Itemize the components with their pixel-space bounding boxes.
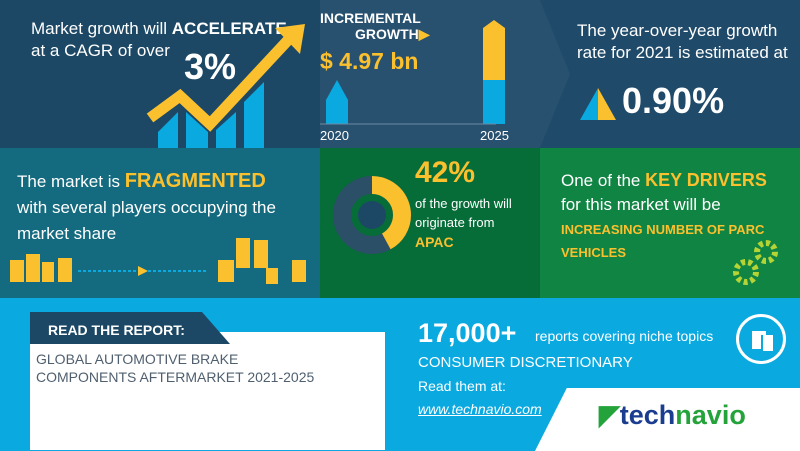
yoy-text: The year-over-year growth rate for 2021 … [577,21,788,62]
read-report-label: READ THE REPORT: [30,312,230,344]
logo-area: ◤technavio [535,388,800,451]
cagr-text: Market growth will ACCELERATE at a CAGR o… [31,19,287,60]
report-panel: GLOBAL AUTOMOTIVE BRAKE COMPONENTS AFTERM… [0,298,800,451]
report-title: GLOBAL AUTOMOTIVE BRAKE COMPONENTS AFTERM… [36,351,315,385]
bar-increment [483,20,505,80]
triangle-icon [580,88,616,120]
region-value: 42% [415,156,476,189]
chevron-divider [540,0,570,148]
drivers-panel: One of the KEY DRIVERS for this market wi… [540,148,800,298]
report-card: GLOBAL AUTOMOTIVE BRAKE COMPONENTS AFTERM… [30,332,385,450]
market-text: The market is FRAGMENTED with several pla… [17,170,276,243]
shopping-bag-icon [736,314,786,364]
incremental-title: INCREMENTAL GROWTH▶ [320,10,430,42]
drivers-text: One of the KEY DRIVERS for this market wi… [561,170,767,214]
read-at: Read them at: [418,378,506,394]
gears-icon [733,240,778,285]
report-count: 17,000+ [418,318,517,348]
year-2020: 2020 [320,128,349,143]
driver-name: INCREASING NUMBER OF PARC VEHICLES [561,222,765,260]
yoy-value: 0.90% [622,80,725,121]
growth-chart-icon [146,24,305,148]
yoy-panel: The year-over-year growth rate for 2021 … [540,0,800,148]
report-count-text: reports covering niche topics [535,328,714,344]
technavio-logo: ◤technavio [599,400,746,430]
buildings-icon [10,238,306,284]
donut-apac-share [333,176,411,254]
region-text: of the growth will originate from [415,196,512,230]
category: CONSUMER DISCRETIONARY [418,354,633,371]
incremental-panel: INCREMENTAL GROWTH▶ $ 4.97 bn 2020 2025 [320,0,540,148]
donut-chart [333,176,411,254]
bar-2025 [483,80,505,124]
cagr-value: 3% [184,46,237,87]
year-2025: 2025 [480,128,509,143]
cagr-panel: Market growth will ACCELERATE at a CAGR o… [0,0,320,148]
market-panel: The market is FRAGMENTED with several pla… [0,148,320,298]
region-panel: 42% of the growth will originate from AP… [320,148,540,298]
bar-2020 [326,80,348,124]
region-name: APAC [415,234,454,250]
incremental-value: $ 4.97 bn [320,48,419,74]
incremental-bars [320,20,505,125]
technavio-link[interactable]: www.technavio.com [418,401,542,417]
